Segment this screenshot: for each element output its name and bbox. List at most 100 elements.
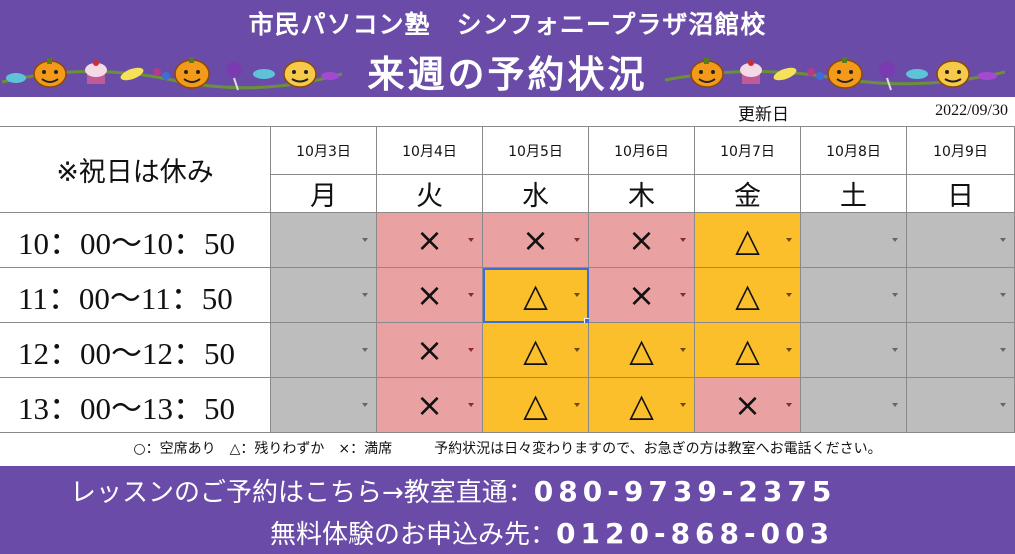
availability-mark: × [416, 276, 443, 314]
availability-mark: × [522, 221, 549, 259]
header-banner: 市民パソコン塾 シンフォニープラザ沼館校 来週の予約状況 [0, 0, 1015, 97]
reservation-contact: レッスンのご予約はこちら→教室直通：080-9739-2375 [70, 472, 836, 509]
reservation-cell[interactable]: △ [695, 323, 801, 378]
reservation-cell[interactable]: × [589, 268, 695, 323]
reservation-cell[interactable]: △ [483, 268, 592, 326]
holiday-note: ※祝日は休み [0, 127, 271, 213]
availability-mark: × [416, 331, 443, 369]
candy-icon [253, 69, 275, 79]
pumpkin-icon [827, 57, 863, 89]
weekday-header: 土 [801, 175, 907, 213]
dropdown-arrow-icon[interactable] [468, 293, 474, 297]
date-header: 10月5日 [483, 127, 589, 175]
dropdown-arrow-icon[interactable] [786, 348, 792, 352]
dropdown-arrow-icon[interactable] [892, 348, 898, 352]
candy-icon [6, 73, 26, 83]
reservation-label: レッスンのご予約はこちら→教室直通： [70, 478, 534, 508]
dropdown-arrow-icon[interactable] [892, 403, 898, 407]
pumpkin-icon [33, 58, 67, 88]
date-header: 10月3日 [271, 127, 377, 175]
availability-mark: △ [629, 331, 654, 369]
cupcake-icon [740, 60, 762, 84]
candy-icon [120, 67, 144, 81]
cupcake-icon [85, 60, 107, 84]
reservation-grid: ※祝日は休み 10月3日月 10月4日火 10月5日水 10月6日木 10月7日金 10月8… [0, 126, 1015, 434]
dropdown-arrow-icon[interactable] [468, 238, 474, 242]
pumpkin-icon [283, 60, 317, 88]
reservation-cell[interactable]: × [377, 323, 483, 378]
dropdown-arrow-icon[interactable] [1000, 238, 1006, 242]
dropdown-arrow-icon[interactable] [680, 403, 686, 407]
dropdown-arrow-icon[interactable] [574, 293, 580, 297]
dropdown-arrow-icon[interactable] [1000, 348, 1006, 352]
reservation-cell[interactable] [271, 213, 377, 268]
dropdown-arrow-icon[interactable] [1000, 293, 1006, 297]
reservation-cell[interactable]: △ [483, 378, 589, 433]
reservation-cell[interactable]: × [377, 213, 483, 268]
reservation-cell[interactable] [907, 213, 1015, 268]
reservation-cell[interactable] [907, 323, 1015, 378]
dropdown-arrow-icon[interactable] [468, 348, 474, 352]
reservation-cell[interactable] [271, 323, 377, 378]
dropdown-arrow-icon[interactable] [362, 238, 368, 242]
availability-mark: △ [735, 331, 760, 369]
dropdown-arrow-icon[interactable] [786, 238, 792, 242]
lollipop-icon [879, 62, 895, 91]
date-header: 10月6日 [589, 127, 695, 175]
reservation-phone[interactable]: 080-9739-2375 [533, 475, 837, 508]
reservation-cell[interactable]: × [695, 378, 801, 433]
availability-mark: △ [523, 386, 548, 424]
dropdown-arrow-icon[interactable] [680, 293, 686, 297]
reservation-cell[interactable] [801, 323, 907, 378]
reservation-cell[interactable]: △ [695, 213, 801, 268]
dropdown-arrow-icon[interactable] [574, 348, 580, 352]
reservation-cell[interactable]: △ [483, 323, 589, 378]
reservation-cell[interactable]: × [377, 268, 483, 323]
time-slot-label: 10：00〜10：50 [0, 213, 271, 268]
reservation-cell[interactable]: × [377, 378, 483, 433]
availability-mark: × [416, 386, 443, 424]
halloween-decoration-left [2, 57, 342, 91]
candy-icon [807, 68, 824, 80]
reservation-cell[interactable]: × [589, 213, 695, 268]
dropdown-arrow-icon[interactable] [786, 293, 792, 297]
dropdown-arrow-icon[interactable] [786, 403, 792, 407]
reservation-cell[interactable] [801, 213, 907, 268]
reservation-cell[interactable]: × [483, 213, 589, 268]
dropdown-arrow-icon[interactable] [1000, 403, 1006, 407]
reservation-cell[interactable] [271, 378, 377, 433]
candy-icon [977, 72, 997, 80]
reservation-cell[interactable] [907, 378, 1015, 433]
reservation-cell[interactable] [907, 268, 1015, 323]
availability-mark: △ [523, 276, 548, 314]
dropdown-arrow-icon[interactable] [892, 238, 898, 242]
trial-phone[interactable]: 0120-868-003 [556, 517, 835, 550]
reservation-cell[interactable]: △ [695, 268, 801, 323]
weekday-header: 金 [695, 175, 801, 213]
availability-mark: △ [629, 386, 654, 424]
availability-mark: × [734, 386, 761, 424]
dropdown-arrow-icon[interactable] [680, 238, 686, 242]
pumpkin-icon [174, 57, 210, 89]
date-header: 10月4日 [377, 127, 483, 175]
dropdown-arrow-icon[interactable] [362, 403, 368, 407]
dropdown-arrow-icon[interactable] [574, 403, 580, 407]
reservation-cell[interactable]: △ [589, 323, 695, 378]
candy-icon [321, 72, 339, 80]
reservation-cell[interactable] [271, 268, 377, 323]
dropdown-arrow-icon[interactable] [680, 348, 686, 352]
updated-date: 2022/09/30 [935, 102, 1008, 119]
dropdown-arrow-icon[interactable] [362, 293, 368, 297]
dropdown-arrow-icon[interactable] [574, 238, 580, 242]
dropdown-arrow-icon[interactable] [892, 293, 898, 297]
time-slot-label: 13：00〜13：50 [0, 378, 271, 433]
reservation-cell[interactable] [801, 268, 907, 323]
dropdown-arrow-icon[interactable] [468, 403, 474, 407]
reservation-cell[interactable] [801, 378, 907, 433]
candy-icon [153, 68, 170, 80]
lollipop-icon [226, 62, 242, 91]
dropdown-arrow-icon[interactable] [362, 348, 368, 352]
date-header: 10月9日 [907, 127, 1015, 175]
availability-mark: × [416, 221, 443, 259]
reservation-cell[interactable]: △ [589, 378, 695, 433]
